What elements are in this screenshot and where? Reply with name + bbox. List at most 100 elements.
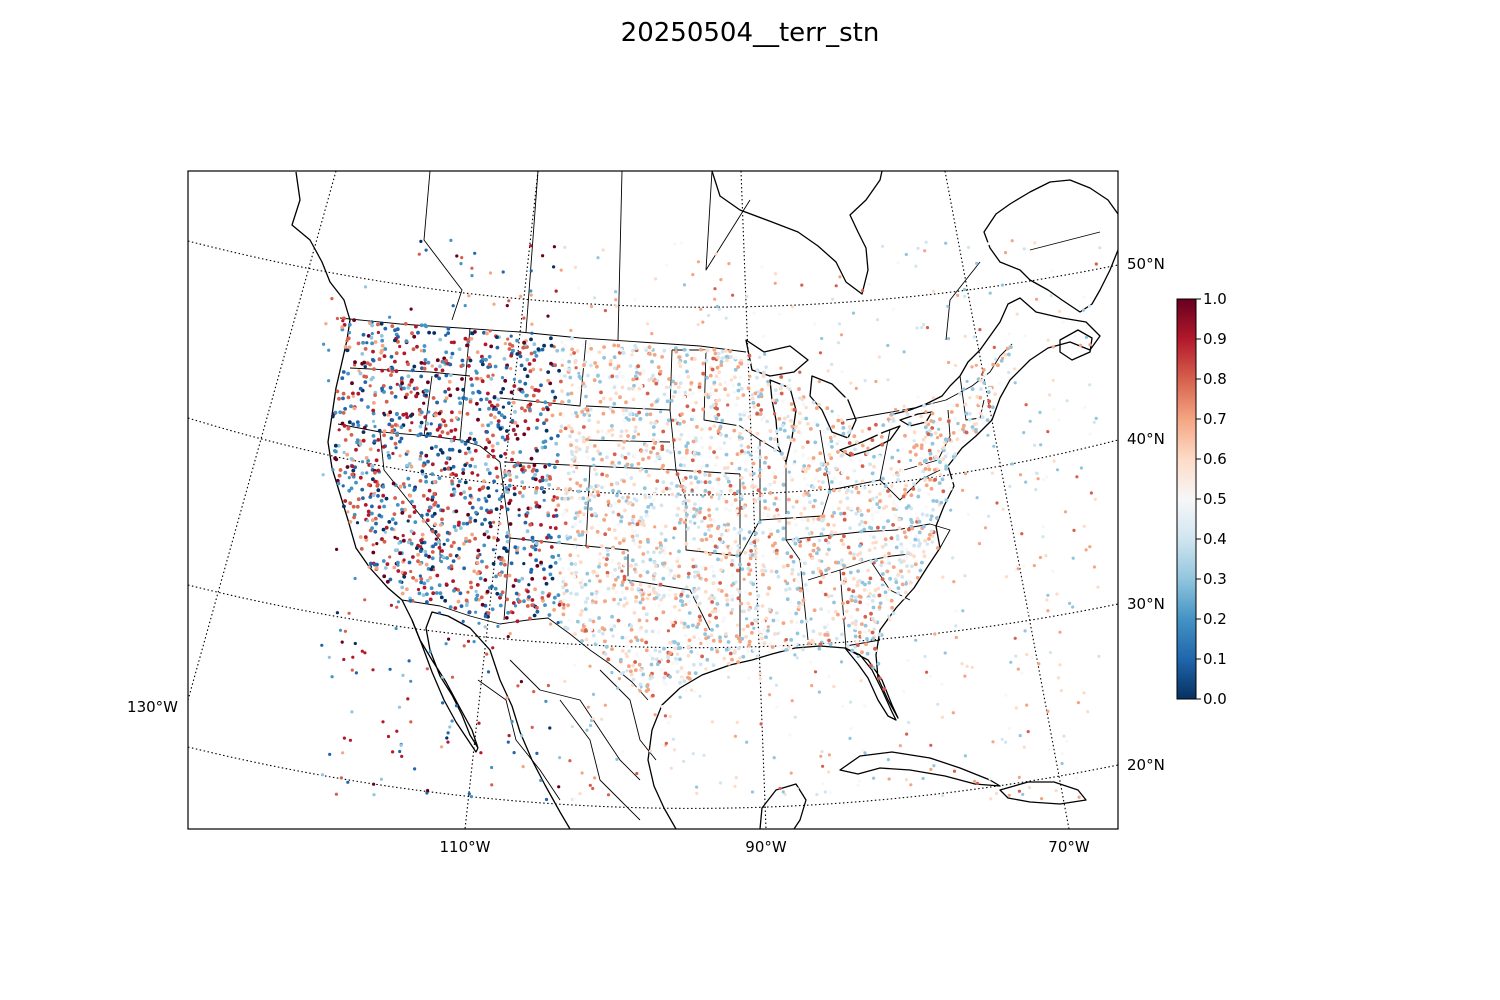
station-marker [632,383,636,388]
station-marker [748,453,752,457]
station-marker [766,512,770,517]
station-marker [542,498,546,502]
station-marker [703,480,708,485]
station-marker [870,516,875,521]
station-marker [789,438,794,443]
station-marker [972,422,977,427]
station-marker [436,533,441,538]
station-marker [534,558,538,563]
station-marker [625,644,629,649]
station-marker [327,379,331,383]
station-marker [747,469,751,473]
station-marker [429,567,434,572]
station-marker [841,426,846,430]
station-marker [435,358,440,363]
station-marker [651,373,655,378]
station-marker [790,424,795,429]
station-marker [769,532,774,537]
station-marker [708,613,712,618]
station-marker [1013,568,1018,572]
station-marker [416,433,421,438]
station-marker [493,415,497,420]
station-marker [448,393,453,398]
station-marker [685,448,689,453]
station-marker [494,466,499,471]
station-marker [811,570,815,575]
station-marker [718,424,723,429]
station-marker [686,645,691,649]
station-marker [650,689,655,694]
station-marker [358,475,363,480]
station-marker [1022,247,1026,251]
station-marker [500,435,505,440]
station-marker [468,358,473,363]
station-marker [929,486,934,491]
station-marker [1007,332,1012,336]
station-marker [788,611,792,615]
station-marker [1087,304,1092,308]
station-marker [491,448,495,453]
station-marker [757,474,762,478]
station-marker [668,588,672,593]
station-marker [941,489,946,494]
station-marker [650,675,655,679]
station-marker [902,530,907,535]
station-marker [675,559,680,564]
station-marker [788,600,793,604]
station-marker [409,307,413,311]
station-marker [805,440,810,444]
station-marker [773,448,777,453]
station-marker [878,492,882,496]
station-marker [715,455,719,460]
station-marker [509,367,513,371]
station-marker [543,400,548,405]
station-marker [642,486,647,491]
station-marker [548,381,553,386]
station-marker [644,509,649,514]
station-marker [647,473,651,478]
station-marker [760,493,764,497]
station-marker [513,604,518,608]
station-marker [673,574,677,579]
station-marker [649,421,653,425]
station-marker [752,540,757,544]
station-marker [680,589,685,594]
station-marker [962,439,966,444]
station-marker [620,495,625,500]
station-marker [678,437,682,441]
station-marker [460,439,464,444]
station-marker [867,548,872,553]
station-marker [588,618,592,622]
station-marker [813,670,818,674]
station-marker [1039,443,1043,447]
station-marker [1047,748,1051,752]
station-marker [483,517,487,522]
station-marker [929,743,933,747]
station-marker [945,451,950,455]
station-marker [446,466,451,471]
station-marker [912,554,916,559]
station-marker [827,490,832,494]
station-marker [626,434,630,438]
station-marker [779,391,784,396]
station-marker [605,557,609,561]
station-marker [842,511,847,516]
station-marker [836,506,841,511]
station-marker [880,442,885,447]
station-marker [444,350,449,355]
station-marker [830,480,834,484]
station-marker [495,403,500,408]
station-marker [466,590,470,594]
station-marker [634,595,639,599]
station-marker [915,516,920,521]
station-marker [520,576,525,581]
station-marker [589,363,593,368]
station-marker [709,386,713,391]
station-marker [438,337,443,342]
station-marker [847,587,851,592]
station-marker [341,319,345,323]
baja-california-coast [411,619,479,753]
station-marker [722,616,727,620]
station-marker [432,511,437,516]
station-marker [865,451,870,455]
